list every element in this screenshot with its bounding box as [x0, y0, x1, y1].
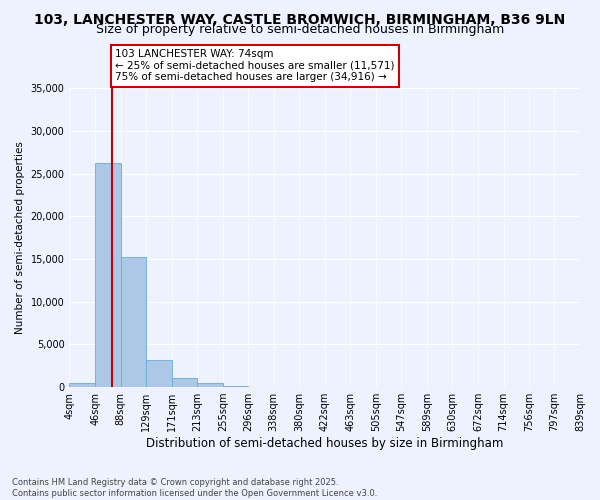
Bar: [197, 383, 223, 387]
Text: 103, LANCHESTER WAY, CASTLE BROMWICH, BIRMINGHAM, B36 9LN: 103, LANCHESTER WAY, CASTLE BROMWICH, BI…: [34, 12, 566, 26]
Text: 103 LANCHESTER WAY: 74sqm
← 25% of semi-detached houses are smaller (11,571)
75%: 103 LANCHESTER WAY: 74sqm ← 25% of semi-…: [115, 49, 395, 82]
Bar: [70, 383, 95, 387]
Text: Contains HM Land Registry data © Crown copyright and database right 2025.
Contai: Contains HM Land Registry data © Crown c…: [12, 478, 377, 498]
Bar: [146, 360, 172, 387]
Y-axis label: Number of semi-detached properties: Number of semi-detached properties: [15, 142, 25, 334]
X-axis label: Distribution of semi-detached houses by size in Birmingham: Distribution of semi-detached houses by …: [146, 437, 503, 450]
Bar: [223, 386, 248, 387]
Bar: [121, 256, 146, 387]
Text: Size of property relative to semi-detached houses in Birmingham: Size of property relative to semi-detach…: [96, 22, 504, 36]
Bar: [95, 164, 121, 387]
Bar: [172, 378, 197, 387]
